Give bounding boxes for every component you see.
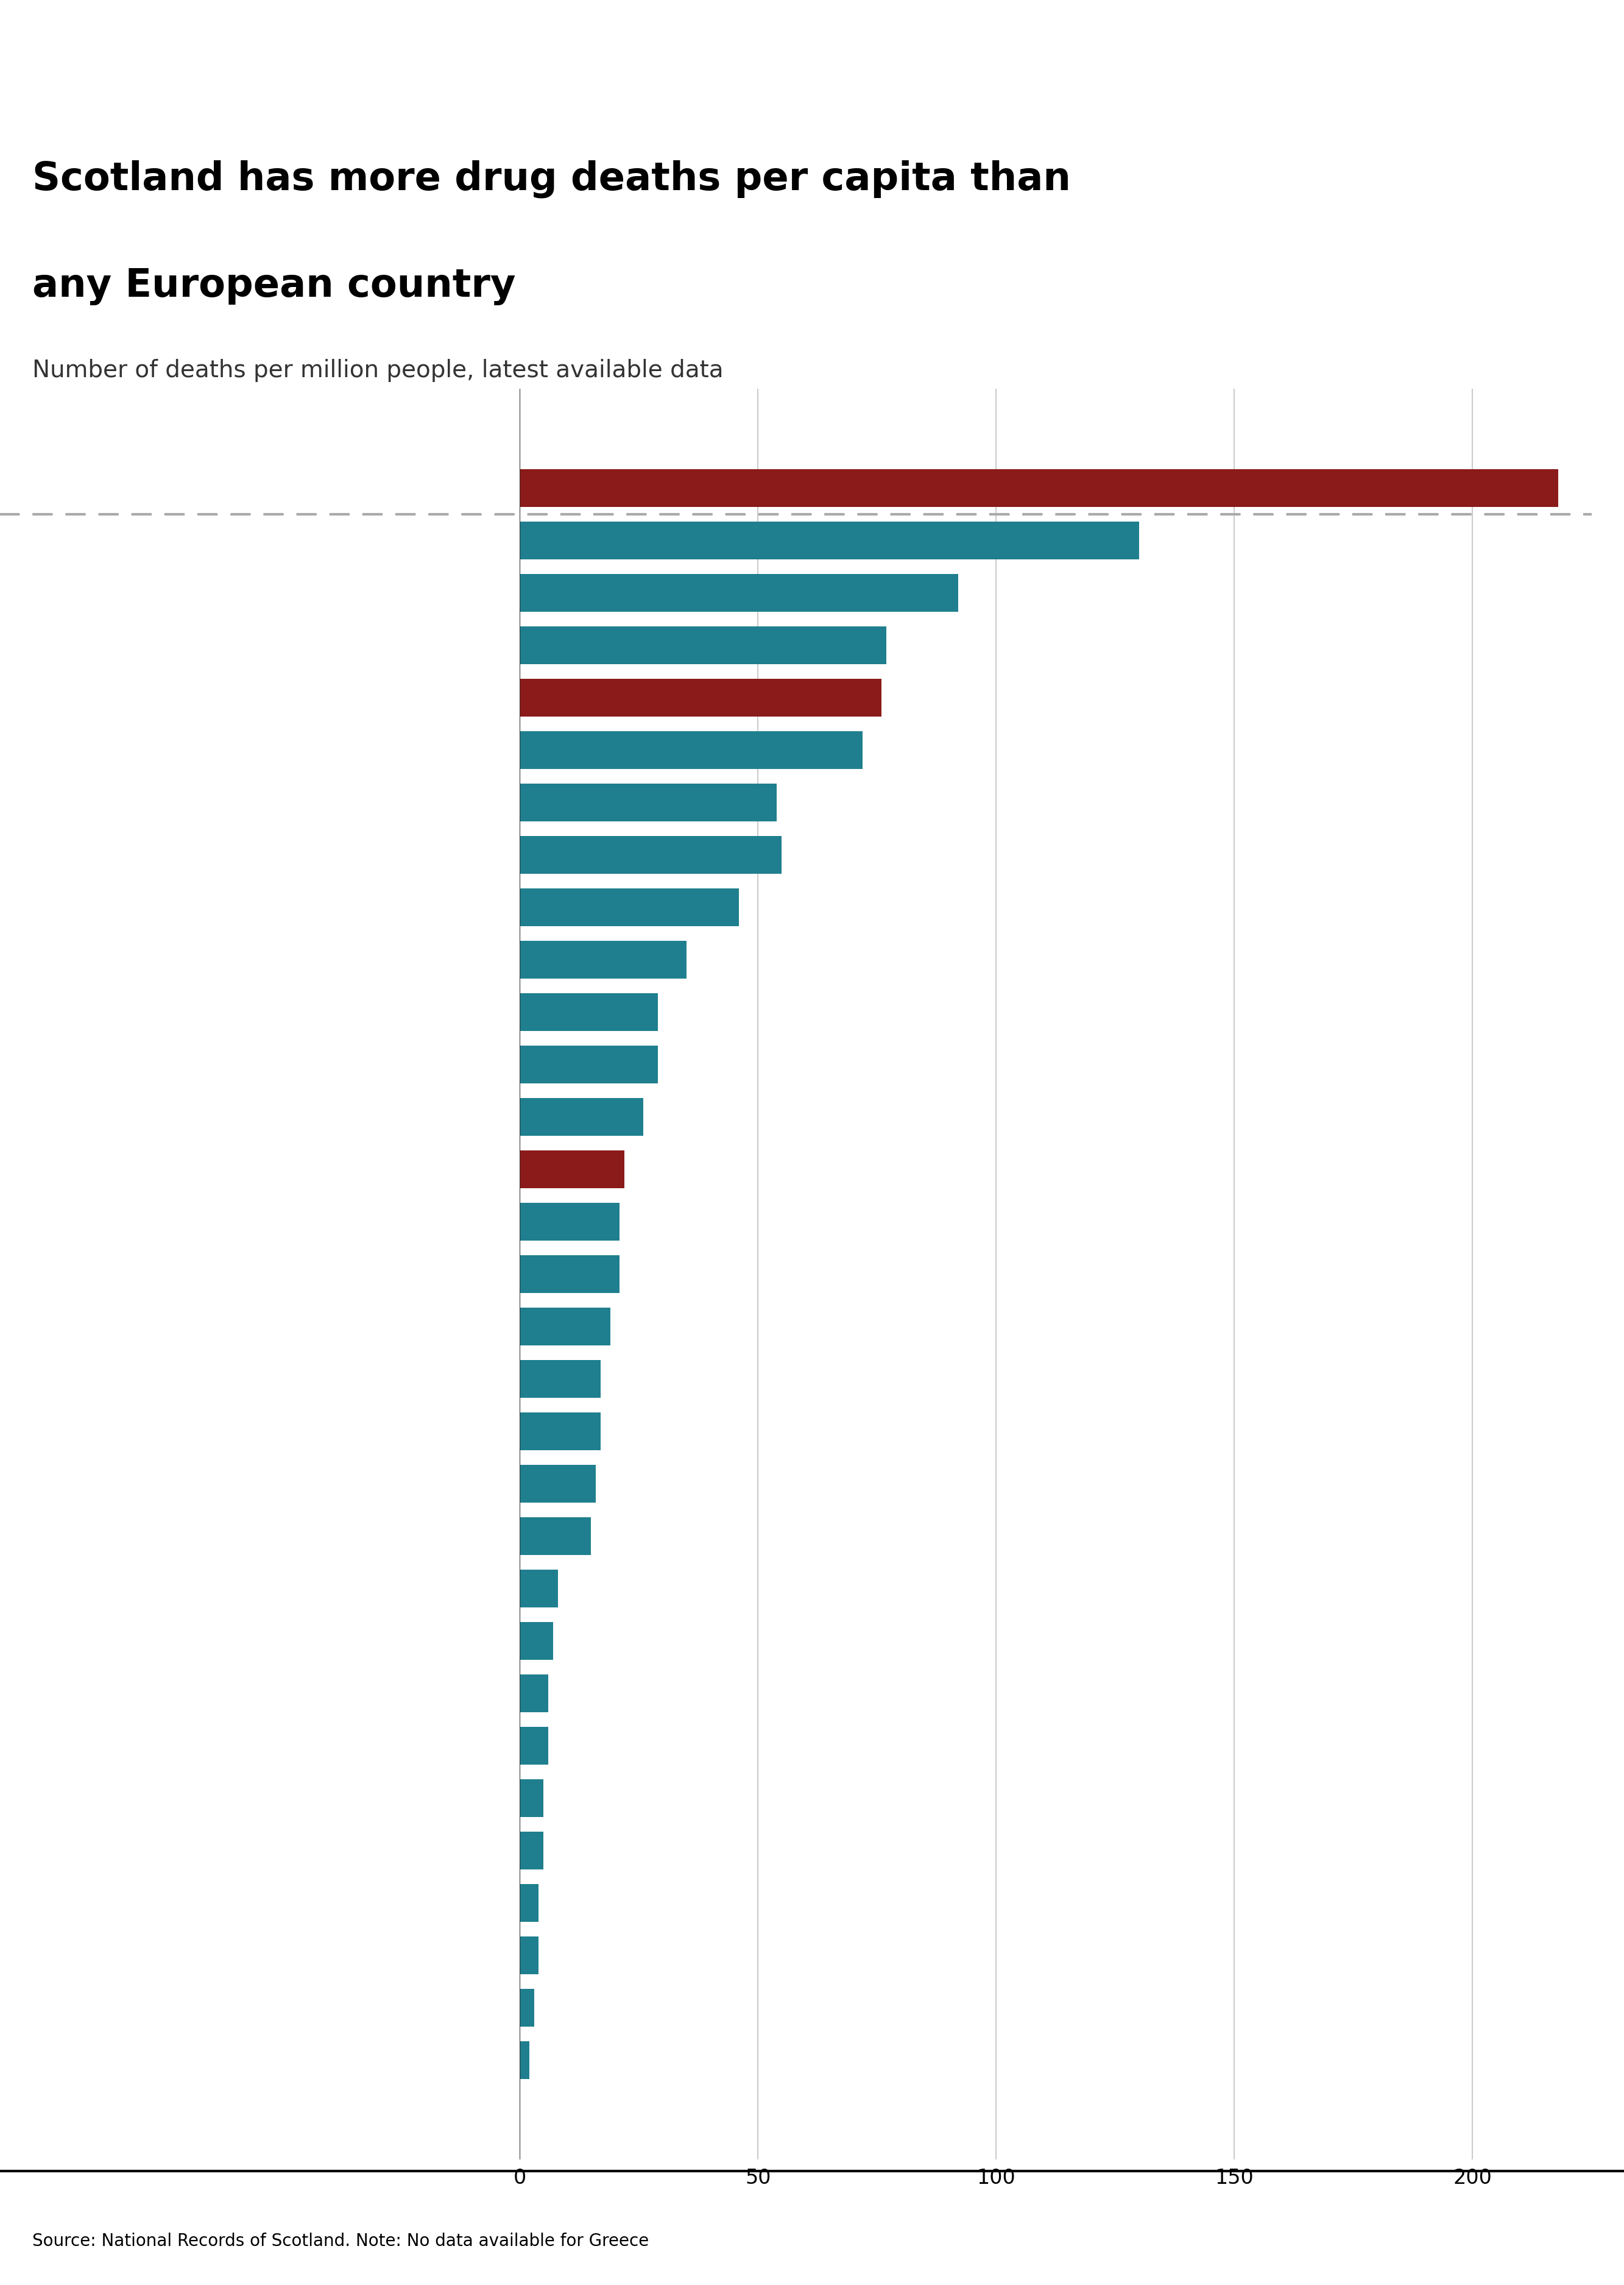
Bar — [520, 731, 862, 768]
Bar — [520, 1149, 625, 1188]
Bar — [520, 1412, 601, 1451]
Bar — [520, 2041, 529, 2079]
Bar — [520, 1360, 601, 1398]
Bar — [520, 1097, 643, 1136]
Bar — [520, 679, 882, 715]
Bar — [520, 889, 739, 925]
Bar — [520, 836, 781, 873]
Bar — [520, 1254, 620, 1293]
Bar — [520, 1307, 611, 1346]
Text: BBC: BBC — [1488, 2221, 1533, 2239]
Bar — [520, 1780, 544, 1817]
Bar — [520, 1988, 534, 2027]
Bar — [520, 1833, 544, 1869]
Bar — [520, 1517, 591, 1554]
Bar — [520, 784, 776, 820]
Text: Source: National Records of Scotland. Note: No data available for Greece: Source: National Records of Scotland. No… — [32, 2232, 650, 2248]
Bar — [520, 941, 687, 978]
Bar — [520, 1727, 549, 1764]
Bar — [520, 1675, 549, 1711]
Bar — [520, 626, 887, 665]
Bar — [520, 521, 1138, 560]
Text: Scotland has more drug deaths per capita than: Scotland has more drug deaths per capita… — [32, 160, 1070, 199]
Bar — [520, 1883, 539, 1922]
Bar — [520, 574, 958, 612]
Text: any European country: any European country — [32, 267, 516, 306]
Bar — [520, 994, 658, 1031]
Bar — [520, 1622, 554, 1659]
Bar — [520, 1202, 620, 1241]
Bar — [520, 1047, 658, 1083]
Bar — [520, 1935, 539, 1974]
Bar — [520, 1570, 557, 1606]
Bar — [520, 1465, 596, 1501]
Bar — [520, 468, 1557, 507]
Text: Number of deaths per million people, latest available data: Number of deaths per million people, lat… — [32, 359, 724, 382]
